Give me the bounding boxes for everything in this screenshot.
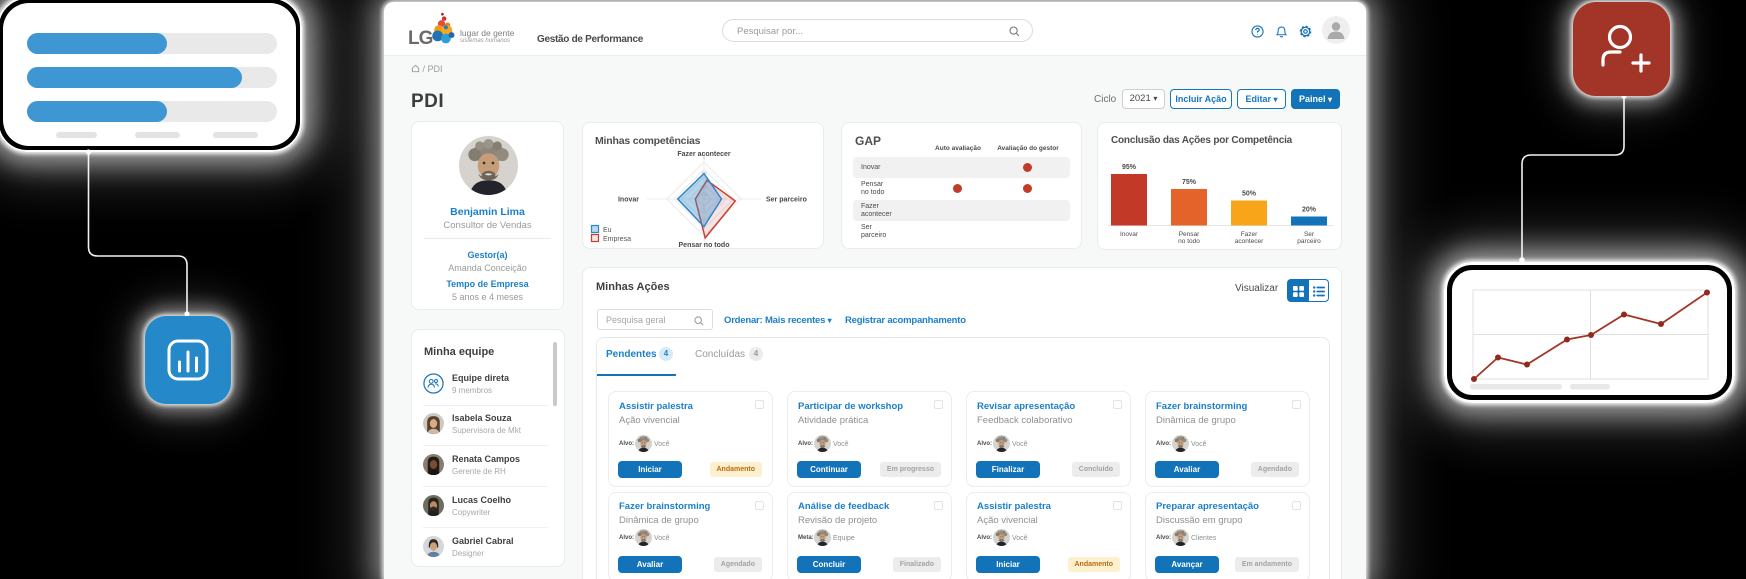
svg-text:no todo: no todo <box>1178 238 1200 245</box>
svg-text:3,4: 3,4 <box>701 170 707 175</box>
svg-text:1: 1 <box>703 206 706 211</box>
svg-text:parceiro: parceiro <box>1297 238 1321 245</box>
svg-text:4: 4 <box>703 155 706 160</box>
svg-text:1,4: 1,4 <box>701 192 707 197</box>
svg-text:Empresa: Empresa <box>603 236 631 243</box>
svg-text:75%: 75% <box>1182 179 1197 186</box>
svg-text:Fazer acontecer: Fazer acontecer <box>677 151 731 158</box>
svg-text:acontecer: acontecer <box>1235 238 1264 245</box>
svg-text:95%: 95% <box>1122 164 1137 171</box>
svg-text:Eu: Eu <box>603 227 612 234</box>
svg-text:Ser parceiro: Ser parceiro <box>766 197 807 204</box>
svg-text:Fazer: Fazer <box>1241 231 1258 238</box>
svg-text:Pensar no todo: Pensar no todo <box>679 242 730 249</box>
svg-text:20%: 20% <box>1302 207 1317 214</box>
svg-text:Inovar: Inovar <box>1120 231 1139 238</box>
svg-text:50%: 50% <box>1242 191 1257 198</box>
svg-text:Ser: Ser <box>1304 231 1315 238</box>
svg-text:Pensar: Pensar <box>1179 231 1200 238</box>
svg-text:2,2: 2,2 <box>701 184 707 189</box>
svg-text:Inovar: Inovar <box>618 197 639 204</box>
